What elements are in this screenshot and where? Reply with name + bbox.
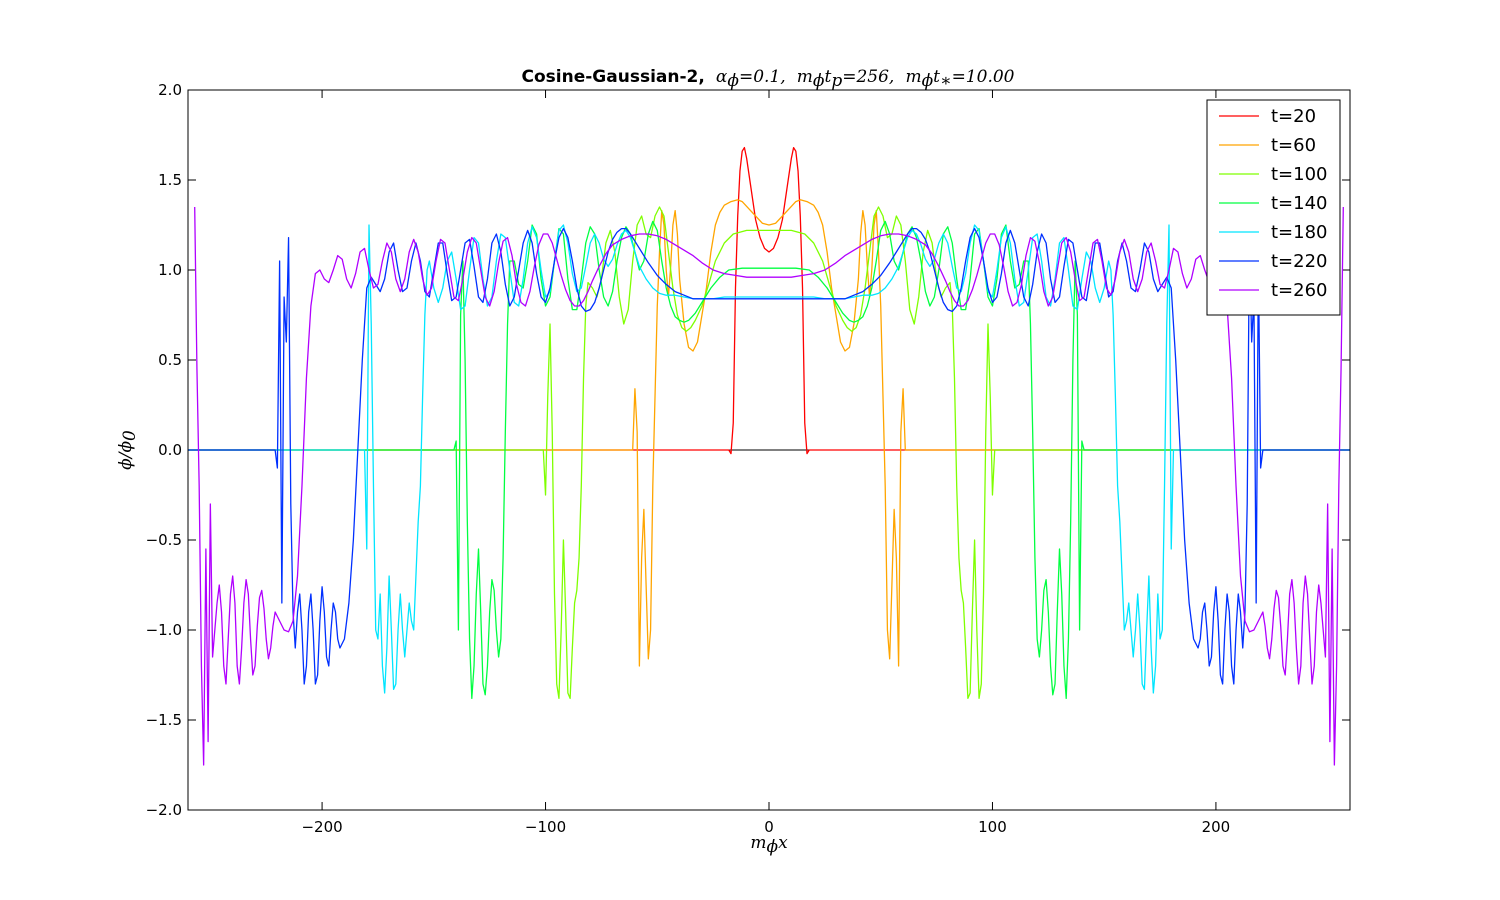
x-tick-label: −100 bbox=[525, 818, 566, 836]
series-line-t-260 bbox=[194, 206, 1344, 766]
title-tp-value: =256, bbox=[842, 67, 894, 87]
legend-label: t=220 bbox=[1271, 251, 1328, 272]
series-line-t-100 bbox=[188, 206, 1350, 700]
x-tick-label: −200 bbox=[301, 818, 342, 836]
legend: t=20 t=60 t=100 t=140 t=180 t=220 t=260 bbox=[1206, 99, 1341, 316]
series-line-t-60 bbox=[188, 199, 1350, 667]
x-label-main: m bbox=[750, 833, 766, 853]
y-tick-label: −1.5 bbox=[146, 711, 182, 729]
x-label-sub: ϕ bbox=[766, 837, 778, 857]
title-ts-m-sub: ϕ bbox=[922, 71, 934, 91]
title-alpha-sub: ϕ bbox=[727, 71, 739, 91]
axis-ticks: −200 −100 0 100 200 −2.0 −1.5 −1.0 −0.5 0.0 0.5 1.0… bbox=[146, 81, 1350, 836]
title-name: Cosine-Gaussian-2, bbox=[522, 67, 705, 87]
y-label-num: ϕ/ϕ bbox=[116, 441, 136, 470]
series-line-t-140 bbox=[188, 220, 1350, 700]
x-label-tail: x bbox=[778, 833, 788, 853]
title-ts-t: t bbox=[933, 67, 940, 87]
y-tick-label: 0.0 bbox=[158, 441, 182, 459]
title-ts-m: m bbox=[905, 67, 921, 87]
y-tick-label: −1.0 bbox=[146, 621, 182, 639]
y-tick-label: 0.5 bbox=[158, 351, 182, 369]
plot-frame bbox=[187, 89, 1351, 811]
legend-box bbox=[1206, 99, 1341, 316]
y-tick-label: 1.5 bbox=[158, 171, 182, 189]
series-line-t-20 bbox=[188, 146, 1350, 455]
legend-label: t=260 bbox=[1271, 280, 1328, 301]
y-tick-label: 1.0 bbox=[158, 261, 182, 279]
chart-title: Cosine-Gaussian-2, αϕ=0.1, mϕtp=256, mϕt… bbox=[522, 67, 1015, 91]
title-tp-t: t bbox=[825, 67, 832, 87]
title-alpha-value: =0.1, bbox=[739, 67, 786, 87]
x-tick-label: 200 bbox=[1202, 818, 1231, 836]
legend-label: t=60 bbox=[1271, 135, 1316, 156]
legend-label: t=20 bbox=[1271, 106, 1316, 127]
series-line-t-180 bbox=[188, 224, 1350, 694]
y-axis-label: ϕ/ϕ0 bbox=[116, 430, 140, 470]
title-ts-value: =10.00 bbox=[952, 67, 1015, 87]
legend-label: t=180 bbox=[1271, 222, 1328, 243]
title-alpha: α bbox=[716, 67, 728, 87]
y-tick-label: −2.0 bbox=[146, 801, 182, 819]
x-tick-label: 0 bbox=[764, 818, 774, 836]
x-axis-label: mϕx bbox=[750, 833, 788, 857]
legend-label: t=140 bbox=[1271, 193, 1328, 214]
series-line-t-220 bbox=[188, 227, 1350, 685]
title-ts-t-sub: ∗ bbox=[940, 71, 952, 91]
title-tp-t-sub: p bbox=[831, 71, 842, 91]
y-label-sub: 0 bbox=[120, 430, 140, 441]
title-tp-m: m bbox=[797, 67, 813, 87]
x-tick-label: 100 bbox=[978, 818, 1007, 836]
title-tp-m-sub: ϕ bbox=[813, 71, 825, 91]
y-tick-label: −0.5 bbox=[146, 531, 182, 549]
legend-label: t=100 bbox=[1271, 164, 1328, 185]
y-tick-label: 2.0 bbox=[158, 81, 182, 99]
series-lines bbox=[188, 146, 1350, 766]
